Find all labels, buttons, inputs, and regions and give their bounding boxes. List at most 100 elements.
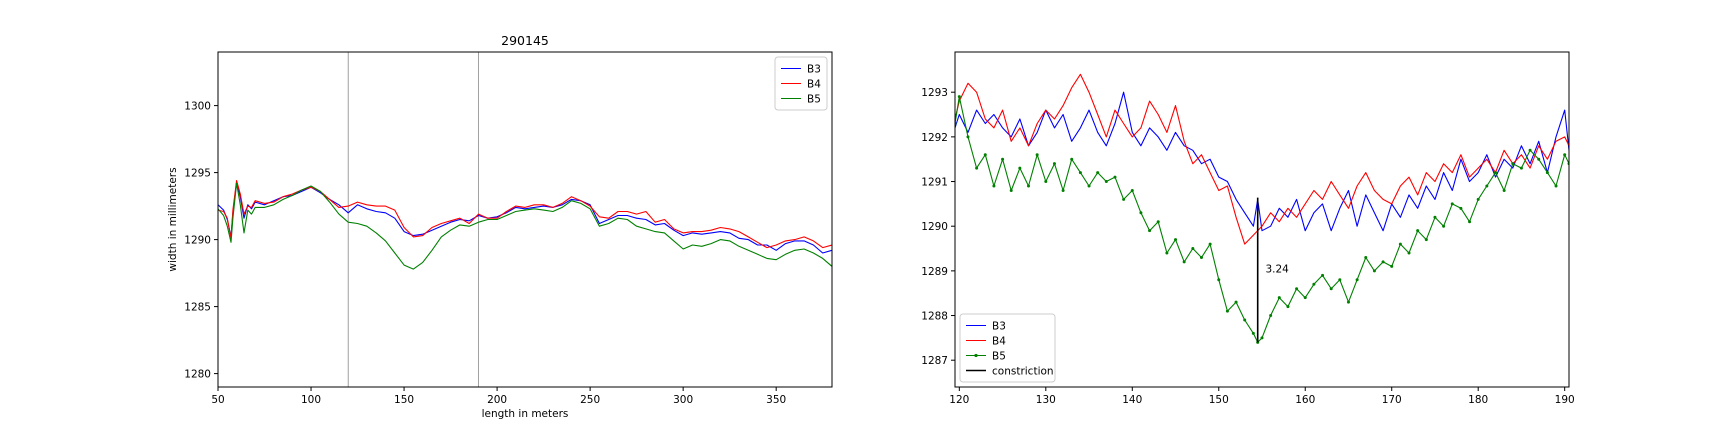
y-tick-label: 1287 (921, 355, 948, 367)
legend-box (959, 313, 1056, 383)
data-point-b5 (1459, 206, 1463, 210)
data-point-b5 (1485, 184, 1489, 188)
y-tick-label: 1285 (184, 302, 211, 314)
data-point-b5 (1468, 220, 1472, 224)
data-point-b5 (1398, 242, 1402, 246)
data-point-b5 (1182, 260, 1186, 264)
data-point-b5 (1346, 300, 1350, 304)
data-point-b5 (1070, 157, 1074, 161)
data-point-b5 (1096, 171, 1100, 175)
data-point-b5 (1554, 184, 1558, 188)
y-tick-label: 1289 (921, 266, 948, 278)
data-point-b5 (1442, 224, 1446, 228)
data-point-b5 (992, 184, 996, 188)
x-axis-label: length in meters (482, 408, 569, 420)
x-tick-label: 160 (1295, 394, 1315, 406)
data-point-b5 (957, 95, 961, 99)
data-point-b5 (983, 153, 987, 157)
x-tick-label: 190 (1555, 394, 1575, 406)
data-point-b5 (1191, 247, 1195, 251)
data-point-b5 (975, 166, 979, 170)
data-point-b5 (1052, 162, 1056, 166)
series-line-b3 (955, 91, 1569, 232)
data-point-b5 (1433, 215, 1437, 219)
axes-frame (217, 51, 833, 388)
data-point-b5 (1381, 260, 1385, 264)
y-tick-label: 1288 (921, 311, 948, 323)
data-point-b5 (1372, 269, 1376, 273)
data-point-b5 (1260, 336, 1264, 340)
data-point-b5 (1424, 238, 1428, 242)
data-point-b5 (1035, 153, 1039, 157)
x-tick-label: 350 (766, 394, 786, 406)
data-point-b5 (1450, 202, 1454, 206)
data-point-b5 (1338, 278, 1342, 282)
data-point-b5 (1493, 171, 1497, 175)
x-tick-label: 100 (301, 394, 321, 406)
data-point-b5 (1130, 188, 1134, 192)
data-point-b5 (1545, 171, 1549, 175)
y-tick-label: 1295 (184, 168, 211, 180)
data-point-b5 (1027, 184, 1031, 188)
y-tick-label: 1290 (921, 221, 948, 233)
y-tick-label: 1280 (184, 369, 211, 381)
legend-marker (974, 353, 978, 358)
data-point-b5 (1087, 184, 1091, 188)
data-point-b5 (966, 135, 970, 139)
chart-panel-1: 50 100 150 200 250 300 350 1280 1285 1290 1295 1300… (167, 33, 833, 420)
chart-panel-2: 120 130 140 150 160 170 180 190 1287 1288 1289 1290… (921, 51, 1575, 406)
series-line-b3 (218, 181, 832, 254)
data-point-b5 (1277, 296, 1281, 300)
y-tick-label: 1291 (921, 177, 948, 189)
data-point-b5 (1416, 229, 1420, 233)
data-point-b5 (1174, 238, 1178, 242)
data-point-b5 (1044, 180, 1048, 184)
x-tick-label: 180 (1468, 394, 1488, 406)
data-point-b5 (1199, 255, 1203, 259)
data-point-b5 (1519, 166, 1523, 170)
data-point-b5 (1295, 287, 1299, 291)
data-point-b5 (1148, 229, 1152, 233)
series-line-b4 (955, 73, 1569, 245)
x-tick-label: 150 (1209, 394, 1229, 406)
data-point-b5 (1001, 157, 1005, 161)
legend: B3 B4 B5 constriction (959, 313, 1056, 383)
data-point-b5 (1251, 331, 1255, 335)
data-point-b5 (1217, 278, 1221, 282)
x-tick-label: 130 (1036, 394, 1056, 406)
legend-label: B3 (807, 64, 821, 76)
data-point-b5 (1537, 157, 1541, 161)
x-tick-label: 250 (580, 394, 600, 406)
data-point-b5 (1139, 211, 1143, 215)
x-tick-label: 50 (211, 394, 224, 406)
legend-label: B5 (992, 351, 1006, 363)
legend: B3 B4 B5 (774, 56, 828, 111)
data-point-b5 (1286, 305, 1290, 309)
data-point-b5 (1113, 175, 1117, 179)
x-tick-label: 150 (394, 394, 414, 406)
data-point-b5 (1104, 180, 1108, 184)
data-point-b5 (1243, 318, 1247, 322)
data-point-b5 (1312, 282, 1316, 286)
data-area (218, 180, 832, 270)
series-line-b5 (218, 182, 832, 270)
y-tick-label: 1290 (184, 235, 211, 247)
data-area (955, 73, 1569, 344)
x-tick-label: 200 (487, 394, 507, 406)
annotation-label: 3.24 (1265, 264, 1289, 276)
x-tick-label: 170 (1382, 394, 1402, 406)
data-point-b5 (1303, 296, 1307, 300)
data-point-b5 (1269, 314, 1273, 318)
legend-label: B4 (807, 79, 821, 91)
data-point-b5 (1528, 148, 1532, 152)
data-point-b5 (1234, 300, 1238, 304)
y-tick-label: 1292 (921, 132, 948, 144)
y-tick-label: 1300 (184, 101, 211, 113)
series-line-b4 (218, 180, 832, 249)
axes-frame (954, 51, 1570, 388)
data-point-b5 (1407, 251, 1411, 255)
data-point-b5 (1364, 255, 1368, 259)
data-point-b5 (1563, 153, 1567, 157)
data-point-b5 (1078, 171, 1082, 175)
